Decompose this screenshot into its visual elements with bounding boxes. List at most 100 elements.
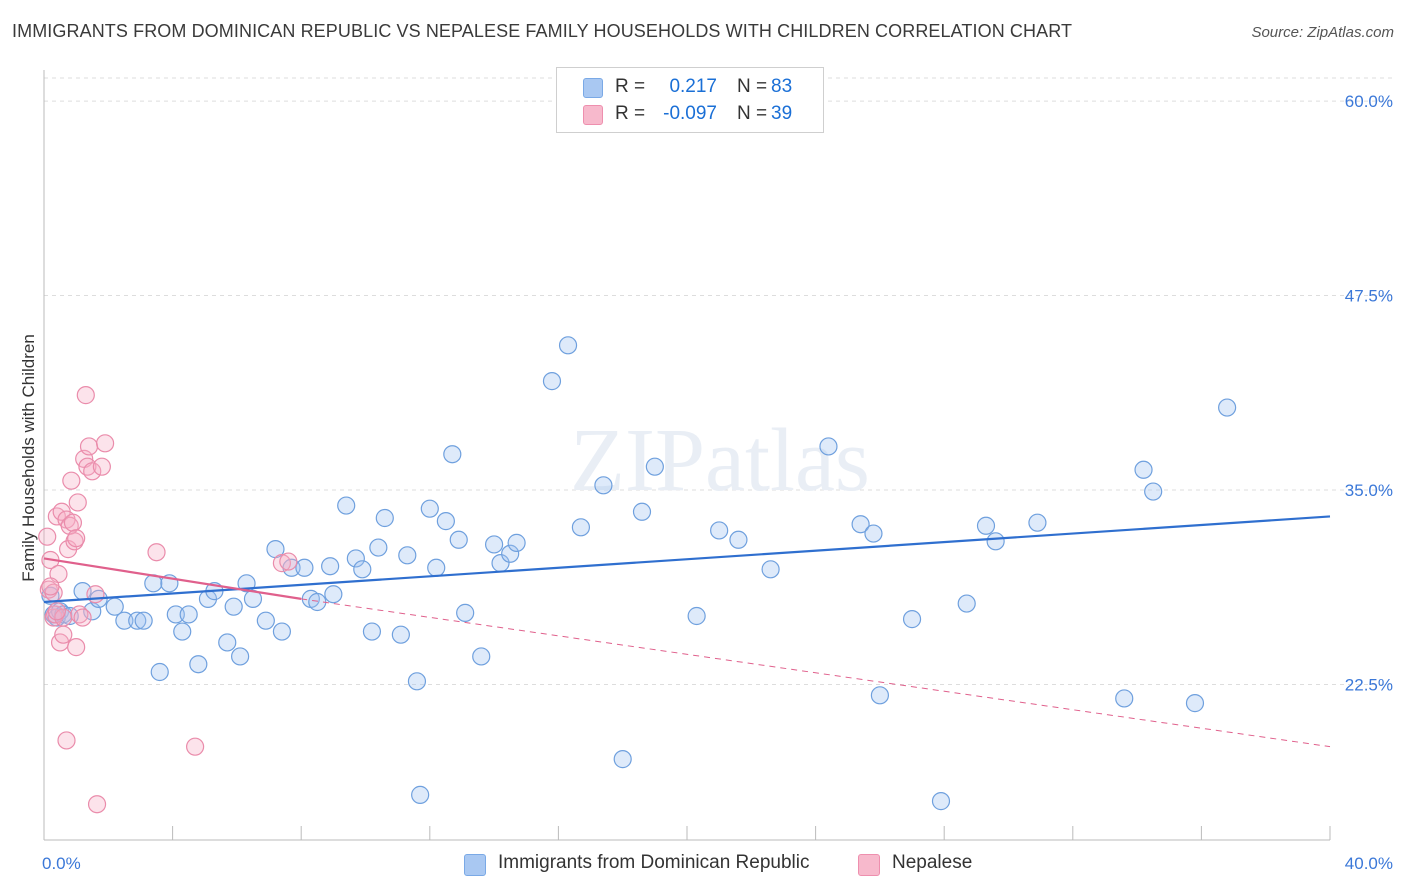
legend-row-nepalese: R = -0.097 N = 39 bbox=[557, 100, 823, 128]
legend-n-label: N = bbox=[737, 76, 768, 97]
dominican-point bbox=[256, 611, 275, 630]
dominican-point bbox=[128, 611, 147, 630]
dominican-point bbox=[398, 546, 417, 565]
dominican-point bbox=[632, 502, 652, 521]
dominican-point bbox=[902, 610, 922, 629]
dominican-point bbox=[558, 336, 578, 355]
y-tick-label: 60.0% bbox=[1345, 92, 1393, 111]
dominican-point bbox=[391, 625, 410, 644]
tick-labels: 22.5% 35.0% 47.5% 60.0% 0.0% 40.0% bbox=[42, 92, 1393, 873]
series-label: Immigrants from Dominican Republic bbox=[498, 852, 810, 873]
dominican-point bbox=[594, 476, 613, 495]
dominican-point bbox=[819, 437, 838, 456]
nepalese-point bbox=[147, 543, 166, 562]
nepalese-point bbox=[67, 529, 86, 548]
series-swatch-pink bbox=[858, 854, 880, 876]
dominican-point bbox=[362, 622, 382, 641]
dominican-point bbox=[1134, 460, 1153, 479]
nepalese-point bbox=[186, 737, 205, 756]
dominican-point bbox=[761, 560, 780, 579]
dominican-point bbox=[976, 516, 996, 535]
chart-title: IMMIGRANTS FROM DOMINICAN REPUBLIC VS NE… bbox=[12, 21, 1073, 41]
nepalese-point bbox=[76, 386, 95, 405]
dominican-point bbox=[375, 508, 394, 528]
dominican-point bbox=[218, 633, 237, 652]
nepalese-point bbox=[279, 552, 298, 571]
dominican-point bbox=[179, 605, 198, 624]
nepalese-trend-extension bbox=[301, 598, 1331, 748]
dominican-point bbox=[986, 532, 1005, 551]
x-tick-label: 40.0% bbox=[1345, 854, 1393, 873]
legend-row-dominican: R = 0.217 N = 83 bbox=[557, 73, 823, 101]
nepalese-point bbox=[57, 731, 76, 750]
dominican-point bbox=[864, 524, 883, 543]
nepalese-point bbox=[92, 457, 111, 476]
nepalese-point bbox=[38, 527, 57, 546]
nepalese-point bbox=[272, 554, 292, 573]
dominican-point bbox=[851, 515, 870, 534]
dominican-point bbox=[346, 549, 365, 568]
dominican-point bbox=[41, 586, 60, 605]
nepalese-point bbox=[41, 577, 60, 596]
nepalese-point bbox=[65, 532, 84, 551]
dominican-point bbox=[710, 521, 729, 540]
dominican-point bbox=[1185, 694, 1205, 713]
dominican-point bbox=[436, 512, 455, 531]
nepalese-point bbox=[73, 608, 92, 627]
y-tick-label: 47.5% bbox=[1345, 287, 1393, 306]
nepalese-point bbox=[95, 434, 115, 453]
dominican-point bbox=[150, 662, 169, 682]
dominican-point bbox=[485, 535, 504, 554]
nepalese-point bbox=[70, 605, 89, 624]
y-axis-label: Family Households with Children bbox=[19, 334, 38, 582]
dominican-point bbox=[321, 557, 340, 576]
dominican-point bbox=[1115, 689, 1134, 708]
dominican-point bbox=[1144, 482, 1163, 501]
watermark: ZIPatlas bbox=[570, 411, 870, 510]
legend-n-value: 83 bbox=[771, 76, 793, 97]
dominican-point bbox=[115, 611, 134, 630]
dominican-point bbox=[507, 533, 526, 552]
dominican-point bbox=[353, 560, 372, 579]
dominican-point bbox=[411, 785, 430, 804]
dominican-point bbox=[449, 530, 468, 549]
series-swatch-blue bbox=[464, 854, 486, 876]
y-tick-label: 22.5% bbox=[1345, 675, 1393, 694]
dominican-point bbox=[420, 499, 439, 518]
nepalese-point bbox=[87, 795, 107, 814]
dominican-point bbox=[645, 457, 664, 476]
dominican-point bbox=[231, 647, 250, 666]
x-tick-label: 0.0% bbox=[42, 854, 81, 873]
nepalese-trend-line bbox=[43, 557, 302, 600]
dominican-point bbox=[931, 792, 951, 811]
nepalese-point bbox=[39, 580, 58, 599]
axes bbox=[43, 70, 1331, 841]
dominican-point bbox=[337, 496, 356, 515]
dominican-point bbox=[324, 585, 343, 604]
nepalese-point bbox=[68, 493, 87, 512]
dominican-point bbox=[272, 622, 292, 641]
dominican-point bbox=[1028, 513, 1047, 532]
nepalese-point bbox=[67, 638, 86, 657]
dominican-point bbox=[571, 518, 591, 537]
series-label: Nepalese bbox=[892, 852, 973, 873]
dominican-point bbox=[443, 445, 462, 464]
legend-swatch-pink bbox=[583, 105, 603, 125]
dominican-point bbox=[1218, 398, 1237, 417]
dominican-point bbox=[407, 672, 427, 691]
dominican-point bbox=[687, 606, 706, 626]
dominican-point bbox=[295, 558, 314, 577]
nepalese-point bbox=[54, 625, 73, 644]
dominican-point bbox=[369, 538, 388, 557]
trend-lines bbox=[43, 515, 1331, 748]
dominican-point bbox=[189, 655, 208, 674]
dominican-point bbox=[870, 686, 890, 705]
legend-r-value: 0.217 bbox=[669, 76, 717, 97]
nepalese-point bbox=[79, 437, 99, 456]
correlation-legend: R = 0.217 N = 83 R = -0.097 N = 39 bbox=[556, 67, 824, 133]
dominican-point bbox=[166, 605, 185, 624]
dominican-point bbox=[173, 622, 192, 641]
legend-n-value: 39 bbox=[771, 103, 793, 124]
nepalese-point bbox=[83, 462, 102, 481]
